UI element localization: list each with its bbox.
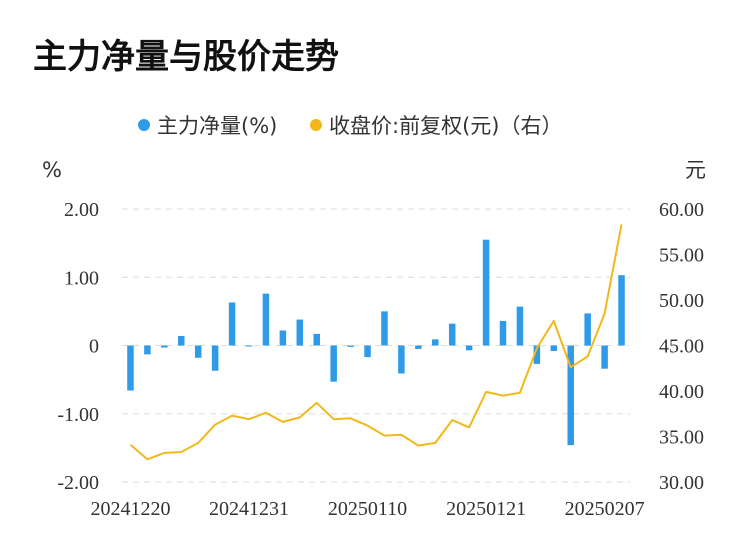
right-tick-label: 55.00 <box>659 245 704 267</box>
net-flow-bar <box>313 333 320 346</box>
close-price-line-group <box>129 224 623 461</box>
x-tick-label: 20250121 <box>446 498 526 520</box>
right-tick-label: 60.00 <box>659 199 704 221</box>
net-flow-bar <box>550 345 558 351</box>
net-flow-bar <box>364 345 371 358</box>
legend-marker-net-flow <box>138 119 150 131</box>
net-flow-bar <box>330 345 337 382</box>
net-flow-bar <box>127 345 134 391</box>
net-flow-bar <box>618 275 625 346</box>
left-tick-label: 2.00 <box>64 199 99 221</box>
left-tick-label: -2.00 <box>57 472 99 494</box>
right-tick-label: 50.00 <box>659 290 704 312</box>
right-axis-ticks: 60.00 55.00 50.00 45.00 40.00 35.00 30.00 <box>659 199 704 494</box>
legend-label-net-flow: 主力净量(%) <box>157 114 277 138</box>
left-tick-label: 1.00 <box>64 267 99 289</box>
chart-title: 主力净量与股价走势 <box>33 37 339 77</box>
legend-marker-close-price <box>310 119 322 131</box>
net-flow-bar <box>448 323 456 346</box>
net-flow-bar <box>144 345 151 355</box>
gridlines <box>122 208 630 483</box>
net-flow-bar <box>482 239 490 346</box>
right-axis-unit: 元 <box>685 158 706 182</box>
net-flow-bar <box>228 302 236 346</box>
net-flow-bar <box>381 311 388 346</box>
x-axis-ticks: 20241220 20241231 20250110 20250121 20250207 <box>90 498 644 520</box>
net-flow-bar <box>601 345 608 369</box>
net-flow-bar <box>398 345 405 374</box>
net-flow-bar <box>245 345 253 347</box>
net-flow-bar <box>178 335 185 346</box>
net-flow-bar <box>279 330 287 346</box>
x-tick-label: 20250207 <box>565 498 645 520</box>
left-tick-label: -1.00 <box>57 404 99 426</box>
right-tick-label: 30.00 <box>659 472 704 494</box>
net-flow-bar <box>465 345 473 351</box>
net-flow-bar <box>262 293 270 346</box>
net-flow-bar <box>567 345 574 446</box>
net-flow-bar <box>194 345 202 358</box>
net-flow-bar <box>347 345 354 347</box>
net-flow-bar <box>584 313 591 346</box>
x-tick-label: 20241220 <box>90 498 170 520</box>
left-axis-unit: % <box>42 158 62 182</box>
net-flow-bar <box>432 339 439 346</box>
left-tick-label: 0 <box>89 336 99 358</box>
net-flow-bar <box>211 345 219 371</box>
x-tick-label: 20241231 <box>209 498 289 520</box>
close-price-line <box>129 224 623 461</box>
net-flow-bar <box>516 306 524 346</box>
right-tick-label: 45.00 <box>659 336 704 358</box>
net-flow-bar <box>533 345 541 364</box>
net-flow-bar <box>415 345 422 349</box>
x-tick-label: 20250110 <box>328 498 407 520</box>
legend-label-close-price: 收盘价:前复权(元)（右） <box>329 114 562 138</box>
right-tick-label: 35.00 <box>659 427 704 449</box>
net-flow-bar <box>161 345 168 348</box>
net-flow-bars <box>127 239 625 446</box>
left-axis-ticks: 2.00 1.00 0 -1.00 -2.00 <box>57 199 99 494</box>
net-flow-bar <box>296 319 304 346</box>
legend: 主力净量(%) 收盘价:前复权(元)（右） <box>138 114 562 138</box>
net-flow-bar <box>499 320 507 346</box>
right-tick-label: 40.00 <box>659 381 704 403</box>
